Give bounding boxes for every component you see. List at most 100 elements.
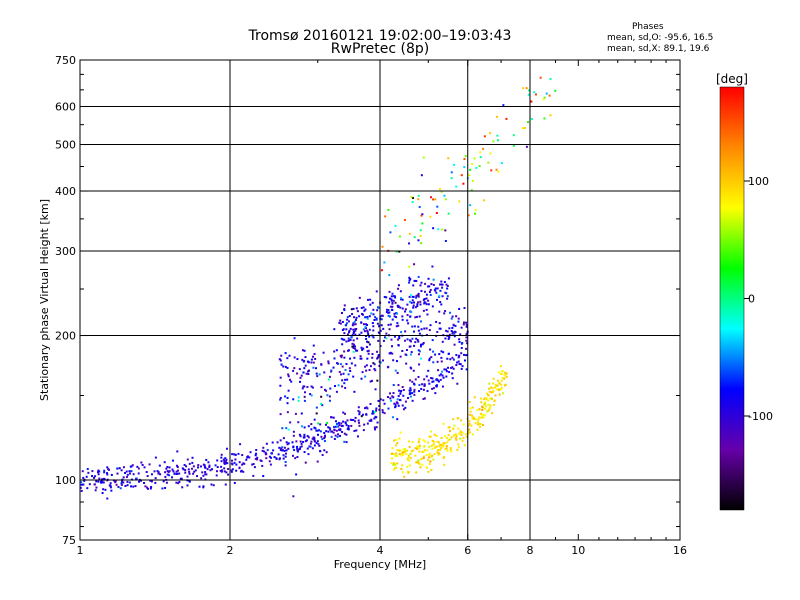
data-point: [334, 434, 337, 437]
data-point: [435, 445, 438, 448]
data-point: [223, 462, 226, 465]
data-point: [403, 339, 406, 342]
data-point: [196, 475, 199, 478]
data-point: [330, 370, 333, 373]
data-point: [339, 322, 342, 325]
data-point: [404, 353, 407, 356]
data-point: [375, 317, 378, 320]
data-point: [397, 384, 400, 387]
data-point: [478, 423, 481, 426]
data-point: [474, 422, 477, 425]
data-point: [468, 428, 471, 431]
data-point: [369, 380, 372, 383]
data-point: [360, 346, 363, 349]
data-point: [415, 296, 418, 299]
data-point: [419, 300, 422, 303]
data-point: [163, 461, 166, 464]
data-point: [454, 433, 457, 436]
data-point: [533, 91, 536, 94]
data-point: [361, 413, 364, 416]
data-point: [358, 413, 361, 416]
data-point: [394, 296, 397, 299]
data-point: [396, 338, 399, 341]
data-point: [323, 449, 326, 452]
data-point: [501, 392, 504, 395]
data-point: [431, 454, 434, 457]
data-point: [366, 357, 369, 360]
data-point: [446, 284, 449, 287]
data-point: [321, 453, 324, 456]
data-point: [336, 425, 339, 428]
data-point: [392, 468, 395, 471]
data-point: [463, 158, 466, 161]
data-point: [300, 442, 303, 445]
data-point: [124, 472, 127, 475]
data-point: [447, 337, 450, 340]
data-point: [246, 456, 249, 459]
data-point: [388, 290, 391, 293]
data-point: [411, 201, 414, 204]
data-point: [422, 457, 425, 460]
data-point: [212, 484, 215, 487]
data-point: [410, 301, 413, 304]
data-point: [283, 449, 286, 452]
data-point: [445, 283, 448, 286]
data-point: [181, 486, 184, 489]
data-point: [418, 450, 421, 453]
data-point: [345, 328, 348, 331]
data-point: [292, 446, 295, 449]
data-point: [418, 315, 421, 318]
data-point: [441, 283, 444, 286]
data-point: [428, 359, 431, 362]
data-point: [418, 447, 421, 450]
data-point: [505, 117, 508, 120]
data-point: [91, 470, 94, 473]
data-point: [378, 408, 381, 411]
data-point: [349, 327, 352, 330]
data-point: [186, 475, 189, 478]
data-point: [263, 450, 266, 453]
data-point: [280, 363, 283, 366]
data-point: [412, 284, 415, 287]
colorbar-tick-label: -100: [748, 410, 773, 423]
data-point: [428, 290, 431, 293]
data-point: [394, 464, 397, 467]
data-point: [417, 329, 420, 332]
chart-title: Tromsø 20160121 19:02:00–19:03:43: [248, 28, 512, 44]
data-point: [438, 374, 441, 377]
data-point: [292, 434, 295, 437]
data-point: [175, 473, 178, 476]
data-point: [309, 393, 312, 396]
data-point: [254, 457, 257, 460]
data-point: [262, 446, 265, 449]
data-point: [298, 433, 301, 436]
data-point: [554, 89, 557, 92]
data-point: [80, 483, 83, 486]
data-point: [184, 469, 187, 472]
data-point: [409, 389, 412, 392]
data-point: [425, 327, 428, 330]
data-point: [200, 465, 203, 468]
data-point: [204, 473, 207, 476]
data-point: [396, 371, 399, 374]
data-point: [454, 437, 457, 440]
data-point: [485, 392, 488, 395]
data-point: [401, 451, 404, 454]
data-point: [307, 370, 310, 373]
data-point: [137, 472, 140, 475]
data-point: [317, 443, 320, 446]
data-point: [388, 315, 391, 318]
data-point: [364, 407, 367, 410]
data-point: [252, 474, 255, 477]
data-point: [413, 279, 416, 282]
data-point: [430, 356, 433, 359]
data-point: [492, 382, 495, 385]
data-point: [303, 367, 306, 370]
data-point: [397, 395, 400, 398]
data-point: [168, 470, 171, 473]
phase-stats-x-mode: mean, sd,X: 89.1, 19.6: [607, 44, 710, 54]
data-point: [364, 308, 367, 311]
data-point: [335, 429, 338, 432]
data-point: [498, 388, 501, 391]
data-point: [423, 440, 426, 443]
